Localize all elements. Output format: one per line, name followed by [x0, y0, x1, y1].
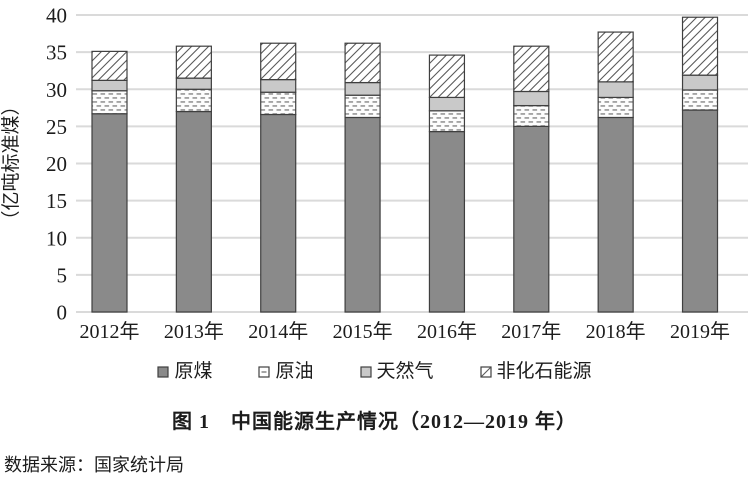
figure-caption: 图 1 中国能源生产情况（2012—2019 年） [172, 411, 577, 433]
bar-segment-原油 [344, 94, 381, 119]
legend-item-coal: 原煤 [157, 360, 212, 384]
bar-segment-非化石能源 [175, 45, 212, 79]
y-tick-label: 10 [46, 226, 67, 250]
x-tick-label: 2017年 [501, 320, 561, 343]
y-tick-label: 15 [46, 189, 67, 213]
bar-segment-原煤 [91, 113, 128, 313]
oil-legend-swatch [258, 366, 271, 378]
legend-item-oil: 原油 [258, 360, 314, 384]
bar-segment-原煤 [175, 110, 212, 313]
bar-segment-非化石能源 [681, 16, 719, 76]
bar-segment-天然气 [344, 81, 381, 96]
chart-svg: 0 5 10 15 20 25 30 35 40 （亿吨标准煤） 2012年 2013年 2014年 20… [0, 4, 748, 343]
y-tick-label: 40 [46, 4, 67, 28]
y-tick-label: 20 [46, 152, 67, 176]
legend-label-coal: 原煤 [174, 361, 213, 382]
y-tick-label: 30 [46, 78, 67, 102]
bar-segment-原油 [513, 104, 550, 127]
y-axis-title: （亿吨标准煤） [0, 96, 22, 229]
bar-segment-天然气 [91, 79, 128, 92]
y-tick-label: 25 [46, 115, 67, 139]
bar-segment-非化石能源 [91, 50, 128, 81]
chart-legend: 原煤 原油 天然气 非化石能源 [0, 360, 749, 384]
bar-segment-原煤 [597, 116, 634, 313]
y-tick-label: 5 [57, 263, 68, 287]
x-tick-label: 2014年 [248, 320, 308, 343]
nonfossil-legend-swatch [479, 366, 492, 378]
x-tick-label: 2013年 [164, 320, 224, 343]
bar-segment-原煤 [681, 109, 719, 313]
bar-segment-天然气 [428, 96, 466, 112]
bar-segment-非化石能源 [344, 42, 381, 84]
bar-segment-非化石能源 [513, 45, 550, 93]
x-tick-label: 2012年 [80, 320, 140, 343]
legend-label-oil: 原油 [275, 361, 314, 382]
bar-segment-原油 [175, 88, 212, 113]
data-source-note: 数据来源：国家统计局 [4, 455, 184, 475]
bar-segment-天然气 [681, 74, 719, 91]
bar-segment-非化石能源 [428, 54, 466, 99]
bar-segment-原煤 [344, 116, 381, 313]
x-tick-label: 2018年 [586, 320, 646, 343]
bar-segment-原油 [597, 96, 634, 119]
bar-segment-非化石能源 [260, 42, 297, 81]
bar-segment-原油 [260, 91, 297, 116]
bar-segment-天然气 [175, 77, 212, 90]
bar-segment-原油 [91, 90, 128, 115]
x-tick-label: 2019年 [670, 320, 730, 343]
legend-label-gas: 天然气 [376, 361, 434, 382]
bar-segment-天然气 [260, 78, 297, 93]
bar-segment-天然气 [513, 90, 550, 107]
bar-segment-天然气 [597, 81, 634, 99]
coal-legend-swatch [157, 366, 170, 378]
legend-item-gas: 天然气 [359, 360, 434, 384]
legend-label-nonfossil: 非化石能源 [496, 361, 592, 382]
bar-segment-原煤 [428, 130, 466, 313]
y-tick-label: 35 [46, 41, 67, 65]
bar-segment-原油 [428, 110, 466, 133]
x-tick-label: 2016年 [417, 320, 477, 343]
x-tick-label: 2015年 [333, 320, 393, 343]
legend-item-nonfossil: 非化石能源 [479, 360, 592, 384]
y-tick-label: 0 [57, 301, 68, 325]
bar-segment-非化石能源 [597, 31, 634, 83]
bar-segment-原煤 [513, 125, 550, 313]
bar-segment-原油 [681, 89, 719, 111]
bar-segment-原煤 [260, 113, 297, 313]
gas-legend-swatch [359, 366, 372, 378]
